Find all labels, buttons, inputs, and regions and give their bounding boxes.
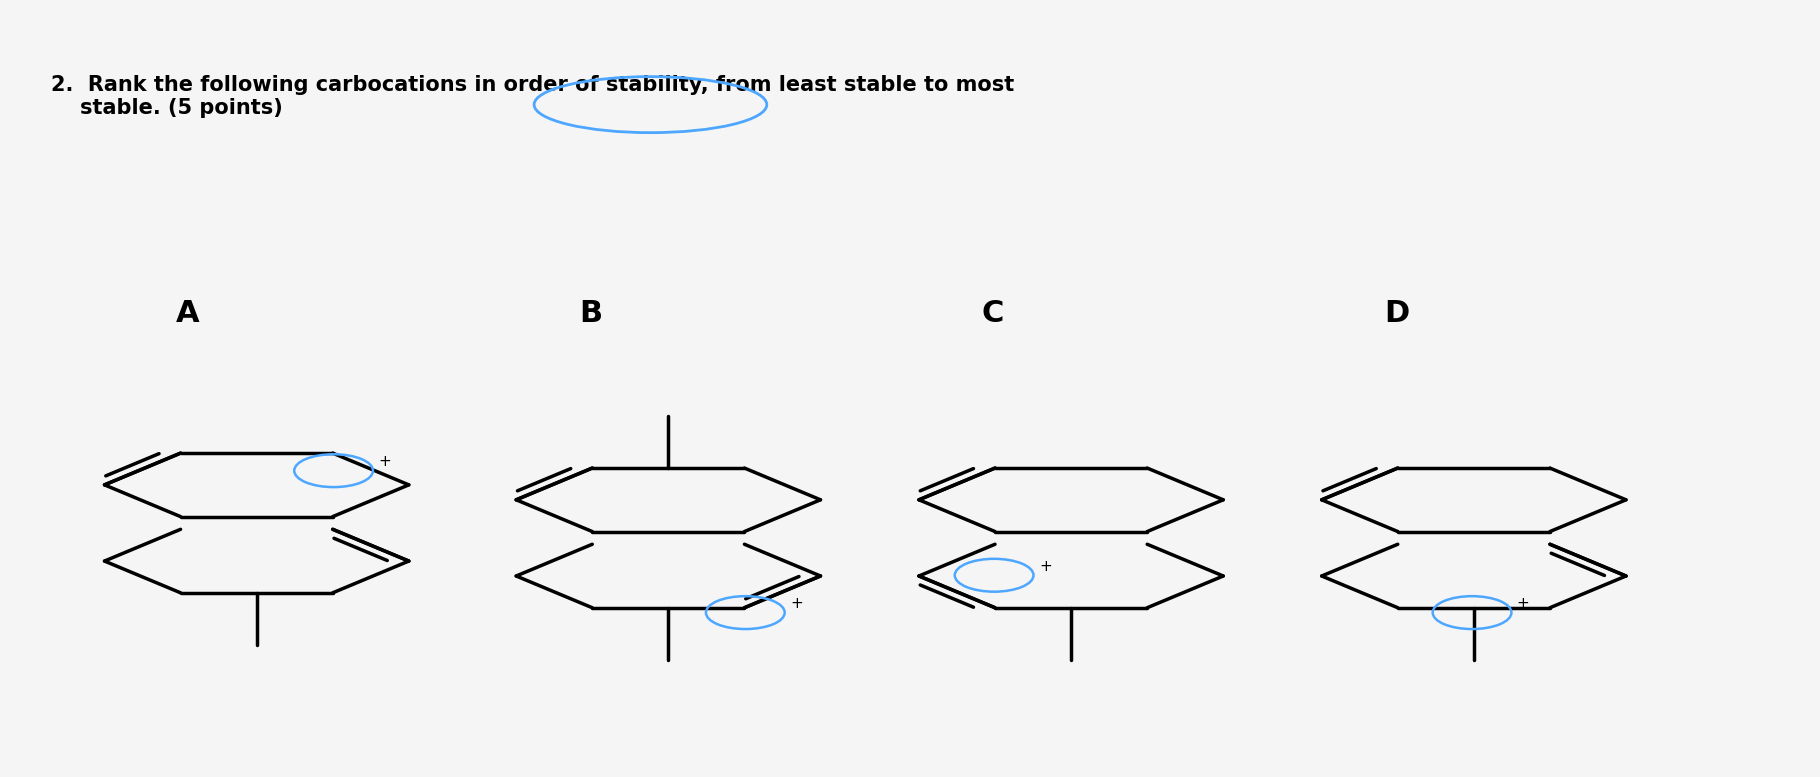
Text: A: A [177, 299, 200, 329]
Text: +: + [1516, 596, 1529, 611]
Text: 2.  Rank the following carbocations in order of stability, from least stable to : 2. Rank the following carbocations in or… [51, 75, 1014, 118]
Text: D: D [1385, 299, 1410, 329]
Text: +: + [379, 455, 391, 469]
Text: +: + [1039, 559, 1052, 573]
Text: +: + [790, 596, 803, 611]
Text: B: B [579, 299, 602, 329]
Text: C: C [981, 299, 1005, 329]
